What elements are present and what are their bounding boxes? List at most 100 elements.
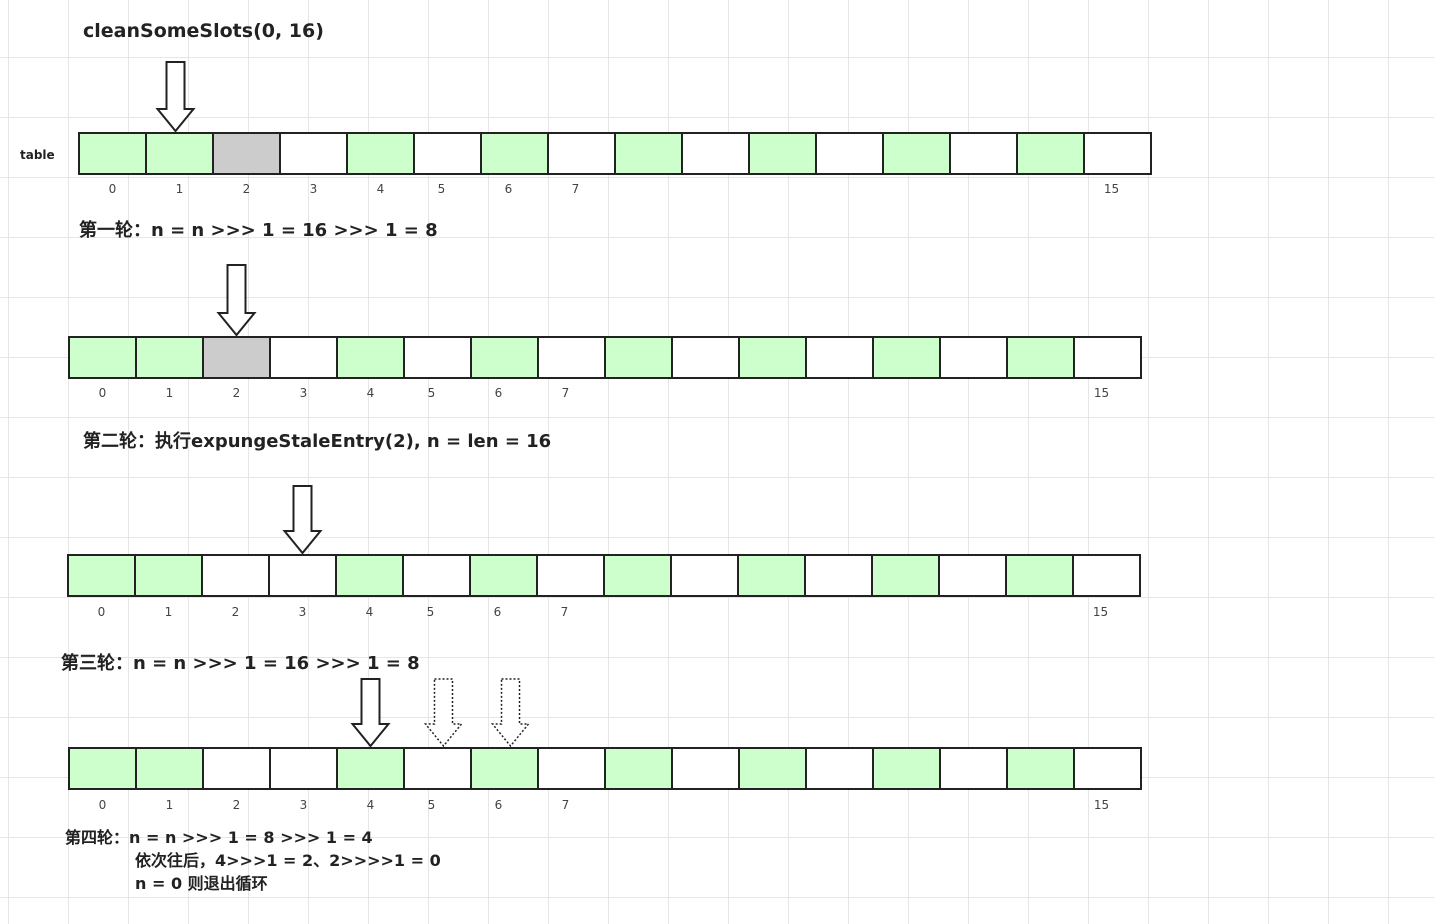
table-slot-5-empty xyxy=(403,336,472,379)
slot-index-label: 5 xyxy=(427,605,435,619)
table-slot-3-empty xyxy=(269,336,338,379)
slot-index-label: 2 xyxy=(233,386,241,400)
round-caption: 依次往后，4>>>1 = 2、2>>>>1 = 0 xyxy=(135,851,441,870)
slot-index-label: 15 xyxy=(1093,605,1108,619)
table-slot-4-occupied xyxy=(336,336,405,379)
slot-index-label: 3 xyxy=(300,386,308,400)
slot-index-label: 2 xyxy=(243,182,251,196)
round-caption: 第四轮：n = n >>> 1 = 8 >>> 1 = 4 xyxy=(65,828,373,847)
table-slot-8-occupied xyxy=(614,132,683,175)
table-slot-1-occupied xyxy=(135,336,204,379)
slot-index-label: 4 xyxy=(367,798,375,812)
slot-index-label: 2 xyxy=(232,605,240,619)
table-slot-9-empty xyxy=(671,747,740,790)
table-slot-11-empty xyxy=(815,132,884,175)
table-slot-14-occupied xyxy=(1005,554,1074,597)
table-slot-10-occupied xyxy=(738,336,807,379)
table-slot-5-empty xyxy=(403,747,472,790)
slot-index-label: 2 xyxy=(233,798,241,812)
table-slot-4-occupied xyxy=(336,747,405,790)
slot-index-label: 7 xyxy=(562,386,570,400)
table-slot-7-empty xyxy=(547,132,616,175)
table-slot-11-empty xyxy=(805,747,874,790)
slot-index-label: 4 xyxy=(366,605,374,619)
slot-index-label: 6 xyxy=(495,386,503,400)
table-slot-8-occupied xyxy=(603,554,672,597)
table-slot-13-empty xyxy=(938,554,1007,597)
table-slot-7-empty xyxy=(537,747,606,790)
next-pointer-dotted-arrow-icon xyxy=(423,678,464,748)
pointer-arrow-icon xyxy=(282,485,323,555)
slot-index-label: 6 xyxy=(505,182,513,196)
table-label: table xyxy=(20,148,55,162)
table-slot-2-empty xyxy=(201,554,270,597)
table-slot-5-empty xyxy=(402,554,471,597)
slot-index-label: 6 xyxy=(495,798,503,812)
table-slot-6-occupied xyxy=(480,132,549,175)
round-caption: 第一轮：n = n >>> 1 = 16 >>> 1 = 8 xyxy=(79,219,438,241)
table-slot-6-occupied xyxy=(470,336,539,379)
slot-index-label: 1 xyxy=(166,386,174,400)
slot-index-label: 6 xyxy=(494,605,502,619)
table-row-1: 0 1 2 3 4 5 6 7 15 第二轮：执行expungeStaleEntry(2), n … xyxy=(68,264,1142,452)
table-slot-9-empty xyxy=(670,554,739,597)
table-slot-9-empty xyxy=(681,132,750,175)
slot-index-label: 7 xyxy=(572,182,580,196)
table-slot-14-occupied xyxy=(1006,747,1075,790)
table-slot-4-occupied xyxy=(346,132,415,175)
table-slot-7-empty xyxy=(536,554,605,597)
slot-index-label: 5 xyxy=(428,386,436,400)
next-pointer-dotted-arrow-icon xyxy=(490,678,531,748)
table-slot-8-occupied xyxy=(604,747,673,790)
table-slot-1-occupied xyxy=(134,554,203,597)
table-slot-0-occupied xyxy=(67,554,136,597)
slot-index-label: 15 xyxy=(1104,182,1119,196)
slot-index-label: 4 xyxy=(377,182,385,196)
table-slot-3-empty xyxy=(269,747,338,790)
table-slot-11-empty xyxy=(804,554,873,597)
slot-index-label: 1 xyxy=(165,605,173,619)
table-slot-2-stale xyxy=(202,336,271,379)
table-slot-15-empty xyxy=(1073,336,1142,379)
table-slot-10-occupied xyxy=(738,747,807,790)
slot-index-label: 5 xyxy=(428,798,436,812)
table-slot-3-empty xyxy=(268,554,337,597)
table-row-0: 0 1 2 3 4 5 6 7 15 第一轮：n = n >>> 1 = 16 >>> 1 = 8 xyxy=(78,61,1152,241)
table-slot-0-occupied xyxy=(78,132,147,175)
slot-index-label: 15 xyxy=(1094,386,1109,400)
slot-index-label: 3 xyxy=(310,182,318,196)
table-slot-9-empty xyxy=(671,336,740,379)
table-slot-7-empty xyxy=(537,336,606,379)
table-slot-15-empty xyxy=(1073,747,1142,790)
table-slot-8-occupied xyxy=(604,336,673,379)
round-caption: 第三轮：n = n >>> 1 = 16 >>> 1 = 8 xyxy=(61,652,420,674)
slot-index-label: 7 xyxy=(561,605,569,619)
table-slot-10-occupied xyxy=(737,554,806,597)
table-slot-2-empty xyxy=(202,747,271,790)
table-slot-14-occupied xyxy=(1016,132,1085,175)
table-slot-1-occupied xyxy=(145,132,214,175)
table-slot-11-empty xyxy=(805,336,874,379)
slot-index-label: 3 xyxy=(299,605,307,619)
table-slot-2-stale xyxy=(212,132,281,175)
pointer-arrow-icon xyxy=(216,264,257,337)
table-slot-10-occupied xyxy=(748,132,817,175)
round-caption: n = 0 则退出循环 xyxy=(135,874,268,893)
table-slot-3-empty xyxy=(279,132,348,175)
table-slot-13-empty xyxy=(949,132,1018,175)
slot-index-label: 7 xyxy=(562,798,570,812)
slot-index-label: 3 xyxy=(300,798,308,812)
table-slot-0-occupied xyxy=(68,336,137,379)
round-caption: 第二轮：执行expungeStaleEntry(2), n = len = 16 xyxy=(83,430,551,452)
table-slot-14-occupied xyxy=(1006,336,1075,379)
table-slot-12-occupied xyxy=(871,554,940,597)
diagram-title: cleanSomeSlots(0, 16) xyxy=(83,20,324,42)
table-slot-5-empty xyxy=(413,132,482,175)
table-slot-6-occupied xyxy=(469,554,538,597)
table-row-2: 0 1 2 3 4 5 6 7 15 第三轮：n = n >>> 1 = 16 >>> 1 = 8 xyxy=(61,485,1141,674)
slot-index-label: 0 xyxy=(99,798,107,812)
table-slot-15-empty xyxy=(1083,132,1152,175)
slot-index-label: 0 xyxy=(98,605,106,619)
table-slot-12-occupied xyxy=(872,747,941,790)
